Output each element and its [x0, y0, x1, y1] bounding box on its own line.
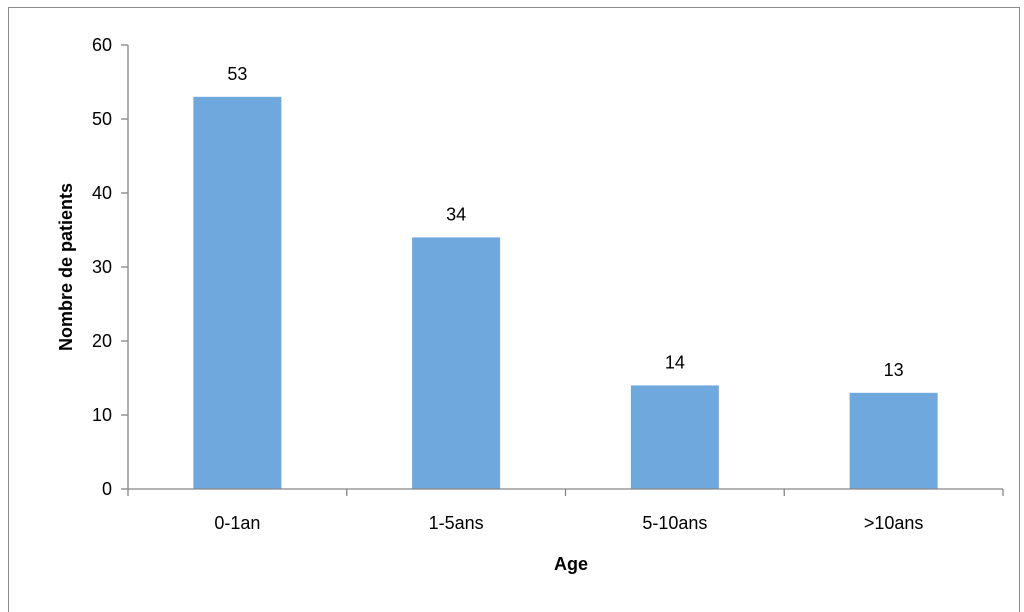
- x-tick-label-4: >10ans: [864, 513, 924, 533]
- bar-3: [630, 385, 719, 489]
- y-tick-label-30: 30: [92, 257, 112, 277]
- x-tick-label-2: 1-5ans: [429, 513, 484, 533]
- data-label-4: 13: [884, 360, 904, 380]
- y-tick-label-10: 10: [92, 405, 112, 425]
- y-tick-label-60: 60: [92, 35, 112, 55]
- y-tick-label-0: 0: [102, 479, 112, 499]
- bar-2: [412, 237, 501, 489]
- bar-1: [193, 96, 282, 490]
- axes-layer: [121, 44, 1004, 496]
- data-label-1: 53: [227, 64, 247, 84]
- bar-4: [849, 392, 938, 489]
- labels-layer: 53 0-1an 34 1-5ans 14 5-10ans 13 >10ans 0 10 20 30 4…: [92, 35, 923, 533]
- x-tick-label-3: 5-10ans: [642, 513, 707, 533]
- data-label-2: 34: [446, 204, 466, 224]
- chart-frame: [8, 7, 1020, 612]
- x-axis-title: Age: [554, 554, 588, 574]
- y-tick-label-50: 50: [92, 109, 112, 129]
- y-tick-label-20: 20: [92, 331, 112, 351]
- data-label-3: 14: [665, 352, 685, 372]
- x-tick-label-1: 0-1an: [214, 513, 260, 533]
- y-axis-title: Nombre de patients: [56, 183, 76, 351]
- y-tick-label-40: 40: [92, 183, 112, 203]
- bars-layer: [193, 96, 938, 490]
